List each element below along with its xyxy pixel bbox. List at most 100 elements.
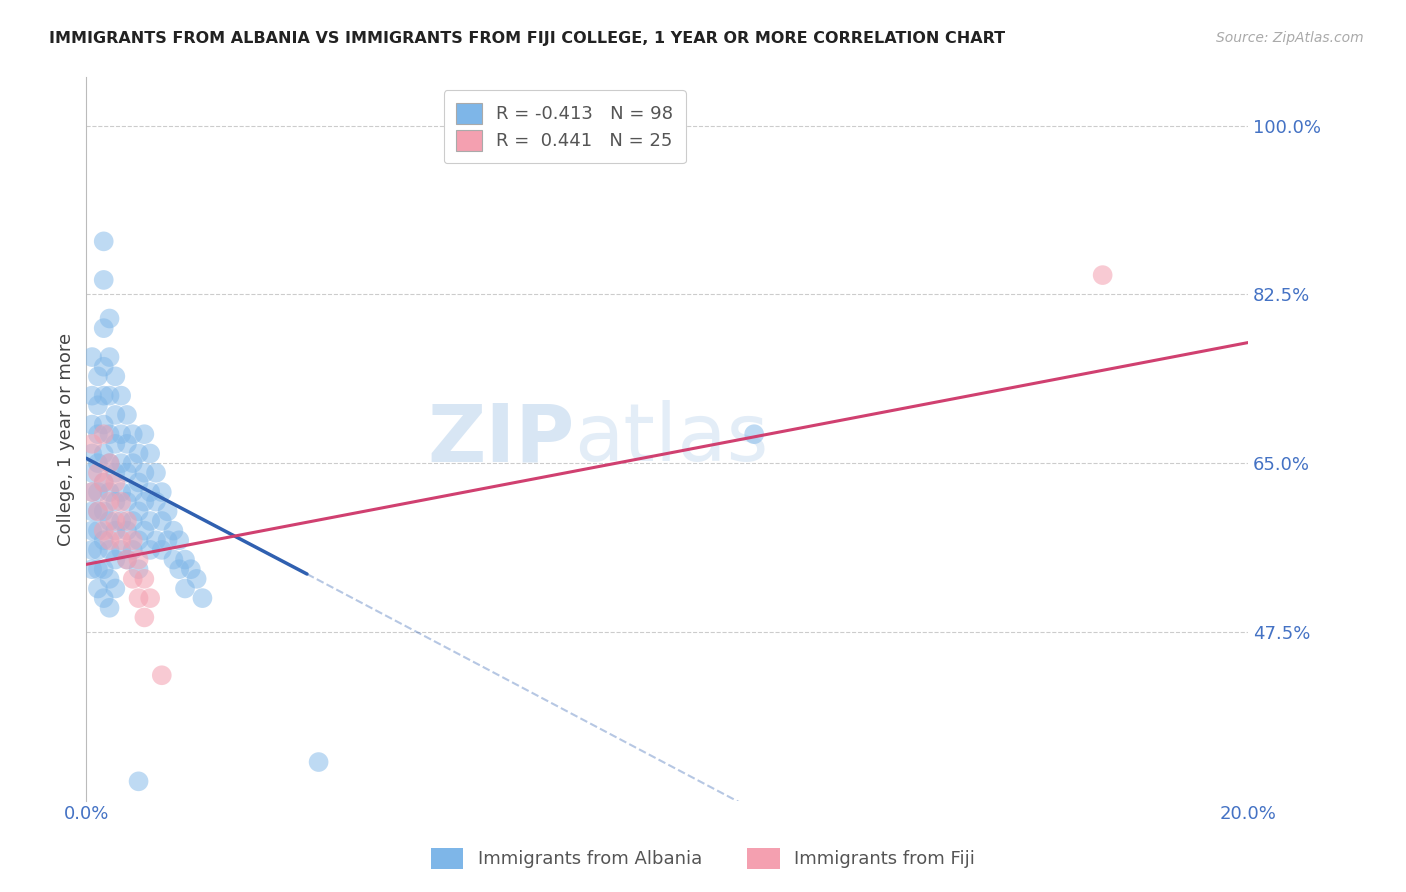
- Point: [98, 350, 121, 364]
- Point: [104, 514, 127, 528]
- Point: [110, 533, 132, 548]
- Point: [110, 389, 132, 403]
- Point: [128, 591, 150, 606]
- Point: [82, 446, 104, 460]
- Point: [93, 562, 115, 576]
- Point: [87, 562, 110, 576]
- Point: [110, 542, 132, 557]
- Legend: R = -0.413   N = 98, R =  0.441   N = 25: R = -0.413 N = 98, R = 0.441 N = 25: [444, 90, 686, 163]
- Point: [93, 533, 115, 548]
- Point: [134, 494, 156, 508]
- Point: [145, 533, 167, 548]
- Point: [134, 572, 156, 586]
- Point: [82, 437, 104, 451]
- Point: [128, 774, 150, 789]
- Point: [82, 350, 104, 364]
- Point: [98, 485, 121, 500]
- Point: [82, 485, 104, 500]
- Point: [110, 494, 132, 508]
- Point: [82, 504, 104, 518]
- Point: [174, 552, 197, 566]
- Point: [139, 514, 162, 528]
- Point: [150, 542, 173, 557]
- Legend: Immigrants from Albania, Immigrants from Fiji: Immigrants from Albania, Immigrants from…: [423, 840, 983, 876]
- Point: [121, 485, 143, 500]
- Point: [87, 456, 110, 470]
- Point: [134, 524, 156, 538]
- Point: [156, 533, 179, 548]
- Point: [93, 524, 115, 538]
- Point: [128, 562, 150, 576]
- Point: [167, 533, 190, 548]
- Point: [115, 494, 138, 508]
- Point: [174, 582, 197, 596]
- Point: [128, 552, 150, 566]
- Point: [98, 600, 121, 615]
- Point: [115, 437, 138, 451]
- Point: [87, 485, 110, 500]
- Point: [82, 562, 104, 576]
- Point: [93, 235, 115, 249]
- Point: [121, 533, 143, 548]
- Text: atlas: atlas: [574, 400, 769, 478]
- Point: [93, 591, 115, 606]
- Point: [93, 475, 115, 490]
- Point: [98, 456, 121, 470]
- Point: [128, 475, 150, 490]
- Point: [115, 552, 138, 566]
- Point: [128, 446, 150, 460]
- Point: [139, 446, 162, 460]
- Point: [121, 572, 143, 586]
- Point: [180, 562, 202, 576]
- Point: [121, 456, 143, 470]
- Point: [104, 582, 127, 596]
- Point: [87, 524, 110, 538]
- Point: [156, 504, 179, 518]
- Point: [128, 504, 150, 518]
- Point: [93, 475, 115, 490]
- Point: [104, 494, 127, 508]
- Point: [82, 542, 104, 557]
- Point: [104, 552, 127, 566]
- Point: [191, 591, 214, 606]
- Point: [87, 504, 110, 518]
- Point: [139, 485, 162, 500]
- Point: [104, 437, 127, 451]
- Point: [110, 514, 132, 528]
- Point: [150, 485, 173, 500]
- Point: [145, 466, 167, 480]
- Text: IMMIGRANTS FROM ALBANIA VS IMMIGRANTS FROM FIJI COLLEGE, 1 YEAR OR MORE CORRELAT: IMMIGRANTS FROM ALBANIA VS IMMIGRANTS FR…: [49, 31, 1005, 46]
- Point: [93, 427, 115, 442]
- Point: [145, 494, 167, 508]
- Point: [93, 504, 115, 518]
- Point: [110, 427, 132, 442]
- Point: [139, 542, 162, 557]
- Point: [87, 542, 110, 557]
- Point: [162, 552, 184, 566]
- Point: [104, 408, 127, 422]
- Point: [134, 466, 156, 480]
- Point: [87, 504, 110, 518]
- Point: [104, 524, 127, 538]
- Point: [128, 533, 150, 548]
- Point: [87, 466, 110, 480]
- Point: [82, 417, 104, 432]
- Point: [134, 610, 156, 624]
- Point: [104, 475, 127, 490]
- Point: [93, 273, 115, 287]
- Text: ZIP: ZIP: [427, 400, 574, 478]
- Point: [98, 542, 121, 557]
- Point: [87, 398, 110, 412]
- Point: [93, 446, 115, 460]
- Point: [308, 755, 330, 769]
- Point: [742, 427, 765, 442]
- Point: [167, 562, 190, 576]
- Point: [82, 466, 104, 480]
- Point: [115, 408, 138, 422]
- Point: [186, 572, 208, 586]
- Point: [93, 359, 115, 374]
- Point: [98, 514, 121, 528]
- Point: [98, 389, 121, 403]
- Point: [121, 427, 143, 442]
- Text: Source: ZipAtlas.com: Source: ZipAtlas.com: [1216, 31, 1364, 45]
